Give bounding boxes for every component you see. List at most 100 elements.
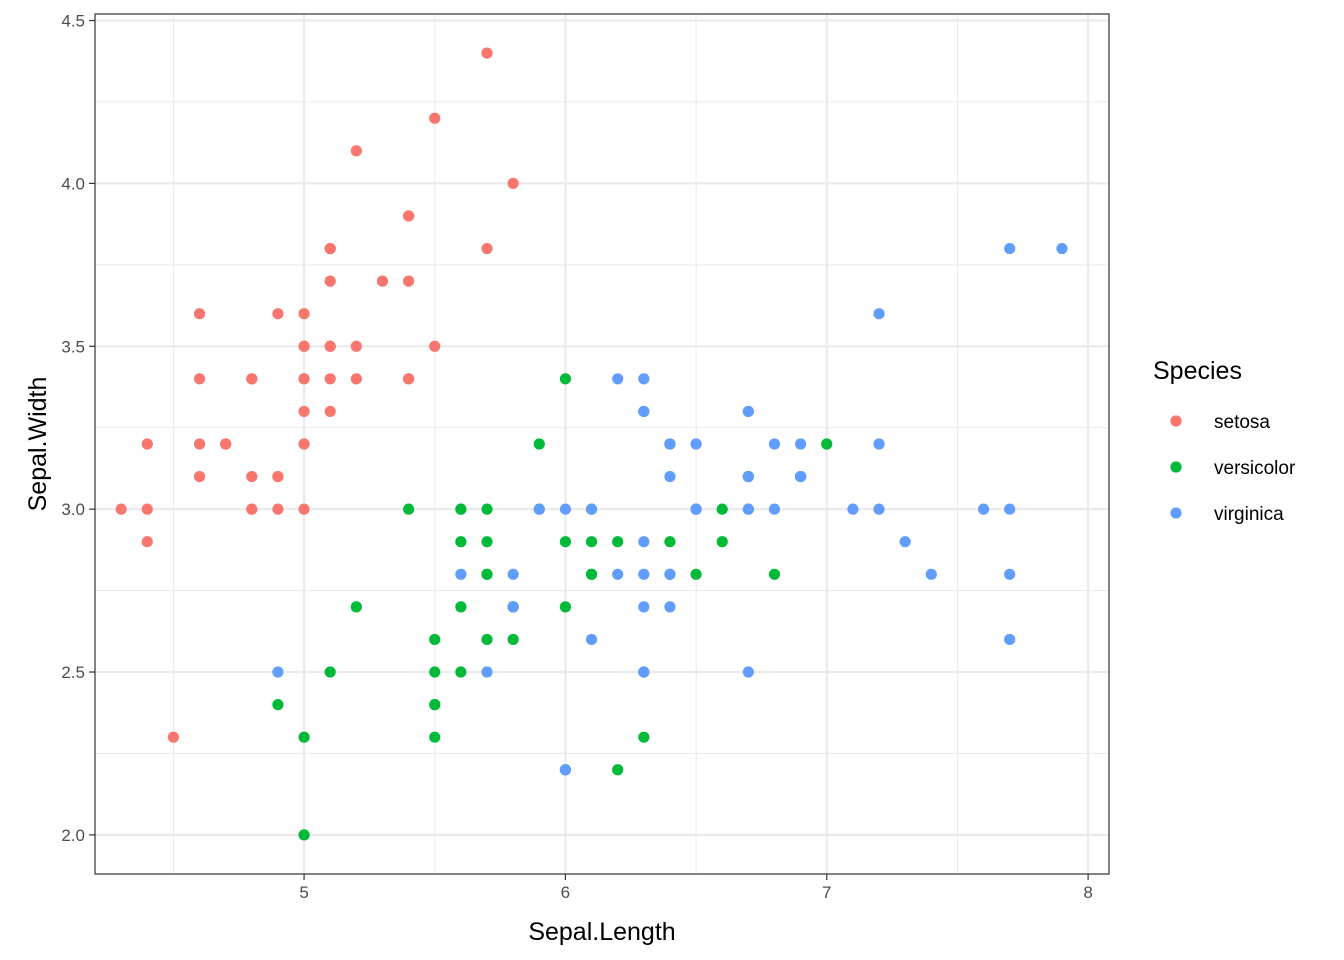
legend-key-virginica	[1170, 507, 1182, 519]
point-versicolor	[716, 503, 728, 515]
point-virginica	[664, 470, 676, 483]
point-setosa	[141, 536, 153, 548]
point-setosa	[324, 242, 336, 255]
point-virginica	[1004, 568, 1016, 580]
point-versicolor	[403, 503, 415, 515]
legend-label-virginica: virginica	[1214, 504, 1284, 525]
point-versicolor	[481, 568, 493, 580]
point-setosa	[324, 405, 336, 418]
point-virginica	[899, 536, 911, 548]
point-setosa	[481, 47, 493, 59]
y-tick-label: 3.0	[61, 500, 85, 519]
legend-label-setosa: setosa	[1214, 412, 1270, 433]
point-virginica	[768, 503, 781, 515]
y-axis-title: Sepal.Width	[24, 377, 52, 512]
point-virginica	[690, 503, 702, 515]
point-setosa	[141, 438, 153, 450]
y-tick-label: 4.5	[61, 12, 85, 31]
point-setosa	[246, 503, 258, 515]
point-virginica	[455, 568, 467, 580]
x-axis-title: Sepal.Length	[528, 918, 675, 946]
point-setosa	[350, 145, 362, 157]
point-virginica	[638, 568, 650, 580]
point-setosa	[403, 275, 415, 287]
legend-label-versicolor: versicolor	[1214, 458, 1296, 479]
point-versicolor	[429, 731, 441, 743]
y-axis: 2.0 2.5 3.0 3.5 4.0 4.5	[61, 12, 95, 845]
point-versicolor	[507, 633, 519, 646]
point-virginica	[559, 503, 572, 515]
point-versicolor	[455, 601, 467, 613]
point-virginica	[742, 666, 754, 678]
point-versicolor	[455, 536, 467, 548]
point-versicolor	[481, 503, 493, 515]
point-virginica	[585, 503, 598, 515]
point-setosa	[403, 210, 415, 222]
point-virginica	[638, 373, 650, 385]
point-virginica	[795, 470, 807, 483]
point-virginica	[612, 568, 624, 580]
point-versicolor	[429, 666, 441, 678]
point-versicolor	[533, 438, 545, 450]
point-setosa	[324, 373, 336, 385]
point-setosa	[298, 405, 310, 418]
point-virginica	[690, 438, 702, 450]
point-setosa	[246, 373, 258, 385]
minor-gridlines	[95, 14, 1109, 874]
point-versicolor	[481, 633, 493, 646]
point-versicolor	[585, 568, 598, 580]
point-virginica	[664, 568, 676, 580]
point-virginica	[1056, 242, 1068, 255]
point-versicolor	[768, 568, 781, 580]
point-setosa	[481, 242, 493, 255]
point-virginica	[507, 568, 519, 580]
point-versicolor	[429, 699, 441, 711]
point-setosa	[507, 177, 519, 189]
y-tick-label: 3.5	[61, 337, 85, 356]
point-versicolor	[350, 601, 362, 613]
point-virginica	[272, 666, 284, 678]
point-virginica	[481, 666, 493, 678]
point-setosa	[272, 470, 284, 483]
point-setosa	[220, 438, 232, 450]
point-setosa	[298, 373, 310, 385]
point-virginica	[925, 568, 937, 580]
x-tick-label: 8	[1083, 883, 1092, 902]
point-setosa	[141, 503, 153, 515]
point-setosa	[298, 340, 310, 352]
point-versicolor	[612, 764, 624, 776]
point-versicolor	[559, 373, 572, 385]
point-versicolor	[638, 731, 650, 743]
point-virginica	[638, 601, 650, 613]
y-tick-label: 2.5	[61, 663, 85, 682]
point-virginica	[768, 438, 781, 450]
point-versicolor	[298, 731, 310, 743]
point-virginica	[638, 536, 650, 548]
point-virginica	[847, 503, 859, 515]
point-setosa	[298, 503, 310, 515]
x-tick-label: 6	[561, 883, 570, 902]
point-versicolor	[324, 666, 336, 678]
legend-title: Species	[1153, 357, 1242, 385]
point-versicolor	[272, 699, 284, 711]
point-virginica	[742, 405, 754, 418]
point-setosa	[298, 438, 310, 450]
point-setosa	[350, 373, 362, 385]
point-setosa	[350, 340, 362, 352]
legend-key-versicolor	[1170, 461, 1182, 473]
point-setosa	[193, 438, 206, 450]
point-virginica	[507, 601, 519, 613]
x-tick-label: 7	[822, 883, 831, 902]
point-setosa	[429, 340, 441, 352]
point-versicolor	[559, 601, 572, 613]
legend: Species setosa versicolor virginica	[1153, 357, 1296, 525]
point-virginica	[1004, 503, 1016, 515]
point-virginica	[742, 470, 754, 483]
point-virginica	[612, 373, 624, 385]
point-virginica	[533, 503, 545, 515]
point-virginica	[1004, 633, 1016, 646]
point-versicolor	[429, 633, 441, 646]
plot-panel-border	[94, 13, 1110, 875]
y-tick-label: 2.0	[61, 826, 85, 845]
point-versicolor	[716, 536, 728, 548]
